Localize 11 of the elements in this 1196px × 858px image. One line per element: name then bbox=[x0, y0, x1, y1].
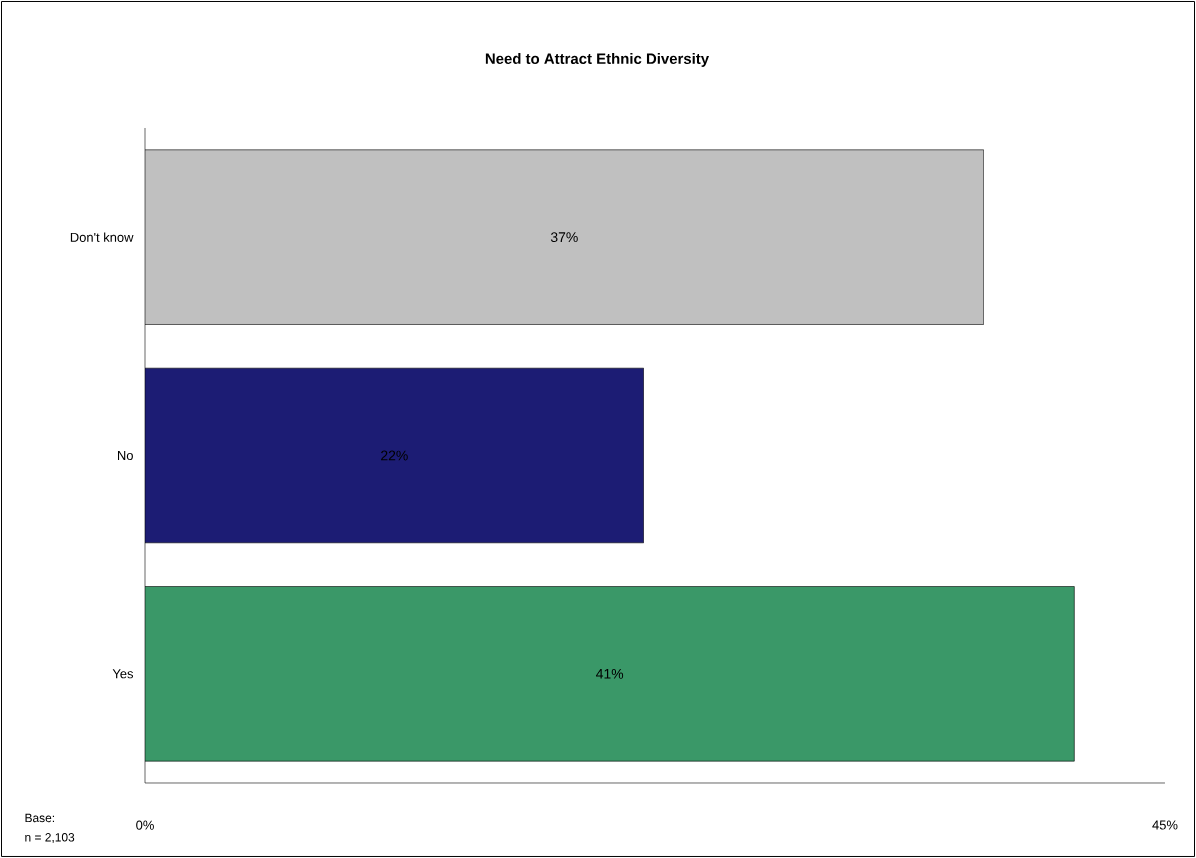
x-tick-label: 45% bbox=[1152, 820, 1178, 830]
data-label: 41% bbox=[596, 668, 624, 679]
y-tick-label: No bbox=[117, 450, 133, 461]
y-tick-label: Don't know bbox=[70, 232, 134, 242]
chart-title: Need to Attract Ethnic Diversity bbox=[485, 53, 710, 67]
data-label: 37% bbox=[550, 232, 578, 243]
text: n = 2,103 bbox=[25, 833, 75, 843]
y-tick-label: Yes bbox=[112, 669, 134, 679]
x-tick-label: 0% bbox=[136, 820, 154, 830]
data-label: 22% bbox=[381, 450, 408, 461]
text: Base: bbox=[25, 813, 55, 823]
